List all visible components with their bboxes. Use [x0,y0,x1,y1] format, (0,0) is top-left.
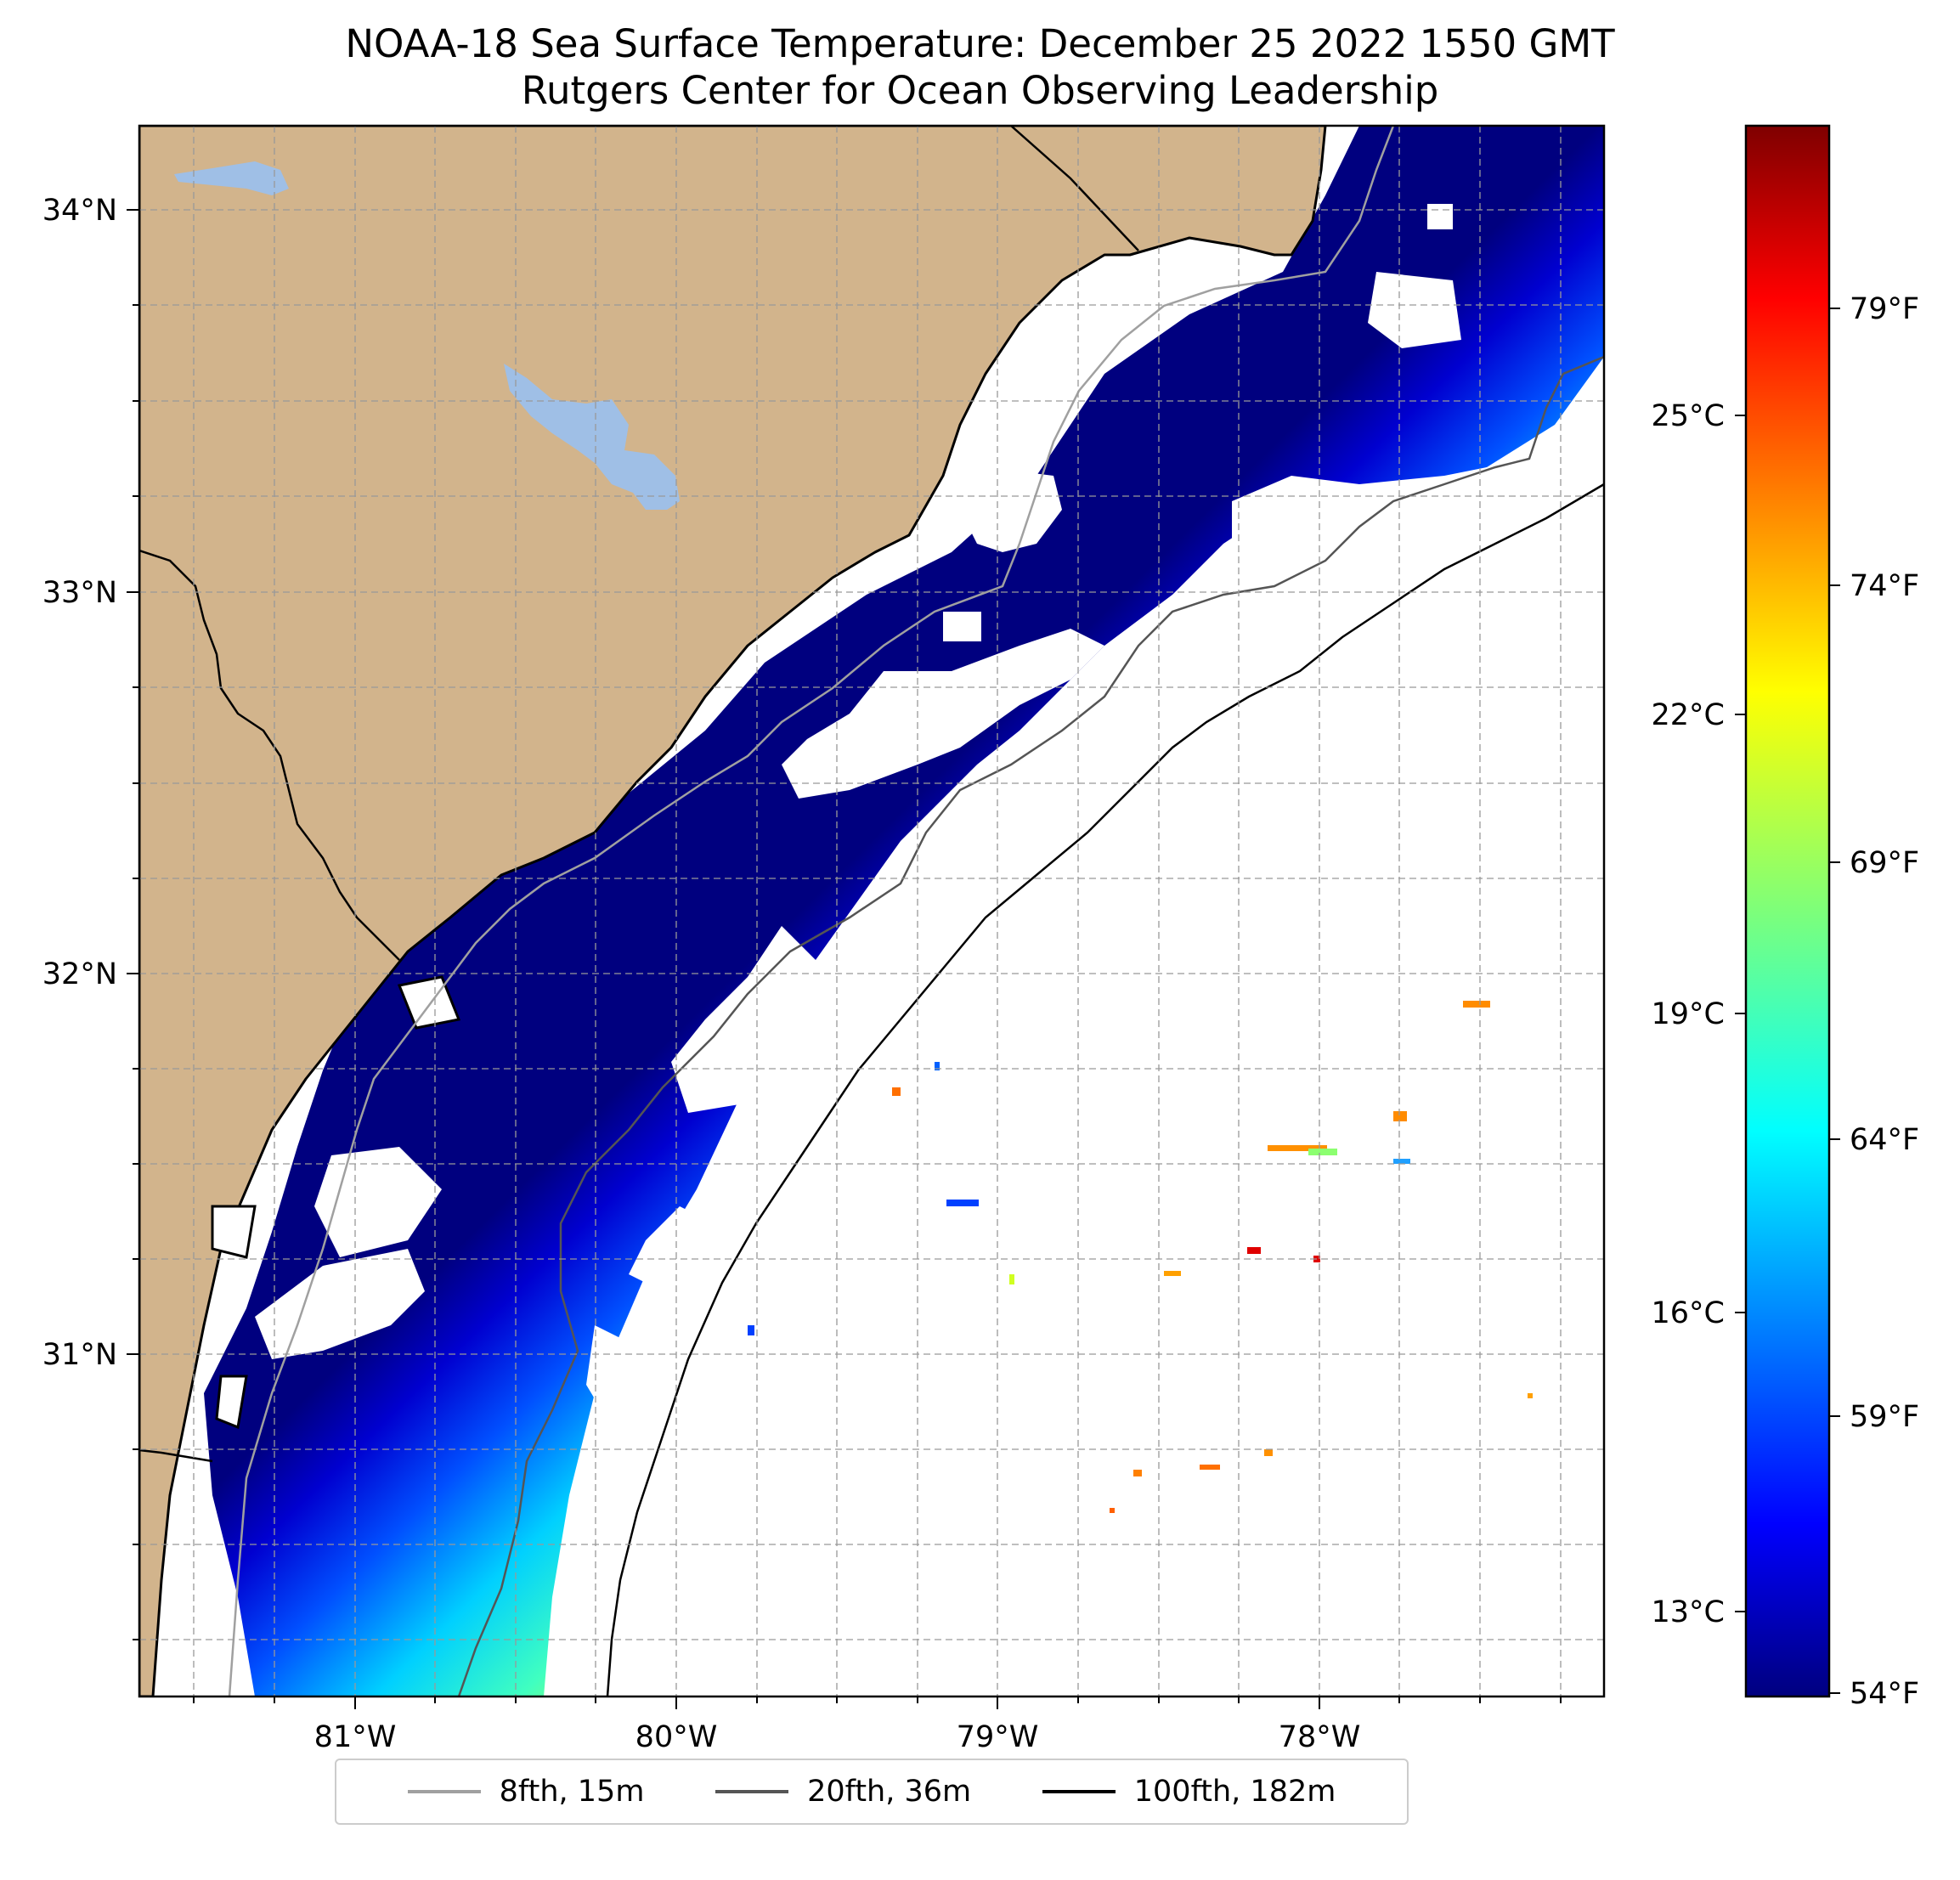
isobath-legend: 8fth, 15m 20fth, 36m 100fth, 182m [335,1759,1409,1825]
colorbar-fahrenheit-label: 59°F [1850,1400,1919,1434]
colorbar-fahrenheit-label: 54°F [1850,1677,1919,1711]
isobath-100fth [606,483,1604,1697]
chart-subtitle: Rutgers Center for Ocean Observing Leade… [521,68,1439,113]
colorbar-celsius-label: 22°C [1652,698,1725,732]
colorbar-celsius-label: 13°C [1652,1595,1725,1629]
colorbar [1744,124,1831,1698]
legend-label: 100fth, 182m [1133,1775,1336,1809]
colorbar-celsius-label: 16°C [1652,1296,1725,1330]
lon-tick-label: 79°W [957,1720,1039,1754]
lat-tick-label: 32°N [42,957,117,991]
lon-tick-label: 78°W [1279,1720,1361,1754]
lon-tick-label: 80°W [635,1720,718,1754]
lat-tick-label: 34°N [42,194,117,228]
legend-item-100fth: 100fth, 182m [1042,1775,1336,1809]
state-borders [139,126,1139,1463]
isobath-8fth [228,126,1395,1697]
legend-swatch [715,1790,789,1793]
colorbar-fahrenheit-ticks [1829,308,1840,1694]
legend-item-20fth: 20fth, 36m [715,1775,971,1809]
colorbar-celsius-label: 25°C [1652,399,1725,433]
lat-tick-marks [127,209,139,1640]
isobaths [228,126,1604,1697]
isobath-20fth [457,355,1604,1697]
chart-title: NOAA-18 Sea Surface Temperature: Decembe… [345,21,1615,66]
lakes [174,161,680,510]
colorbar-celsius-label: 19°C [1652,997,1725,1031]
lat-tick-label: 33°N [42,576,117,610]
legend-swatch [1042,1790,1116,1793]
legend-label: 8fth, 15m [499,1775,645,1809]
land-islands [211,975,461,1430]
legend-item-8fth: 8fth, 15m [407,1775,645,1809]
colorbar-fahrenheit-label: 69°F [1850,846,1919,880]
lat-tick-label: 31°N [42,1338,117,1372]
colorbar-fahrenheit-label: 74°F [1850,569,1919,603]
land [139,126,1327,1697]
lon-tick-label: 81°W [314,1720,397,1754]
legend-label: 20fth, 36m [807,1775,972,1809]
gridlines [139,126,1604,1697]
lon-tick-marks [193,1697,1562,1709]
sst-speckles [748,1001,1533,1513]
colorbar-fahrenheit-label: 79°F [1850,292,1919,326]
legend-swatch [407,1790,481,1793]
colorbar-celsius-ticks [1735,415,1746,1612]
map-frame [138,124,1606,1698]
colorbar-fahrenheit-label: 64°F [1850,1123,1919,1157]
